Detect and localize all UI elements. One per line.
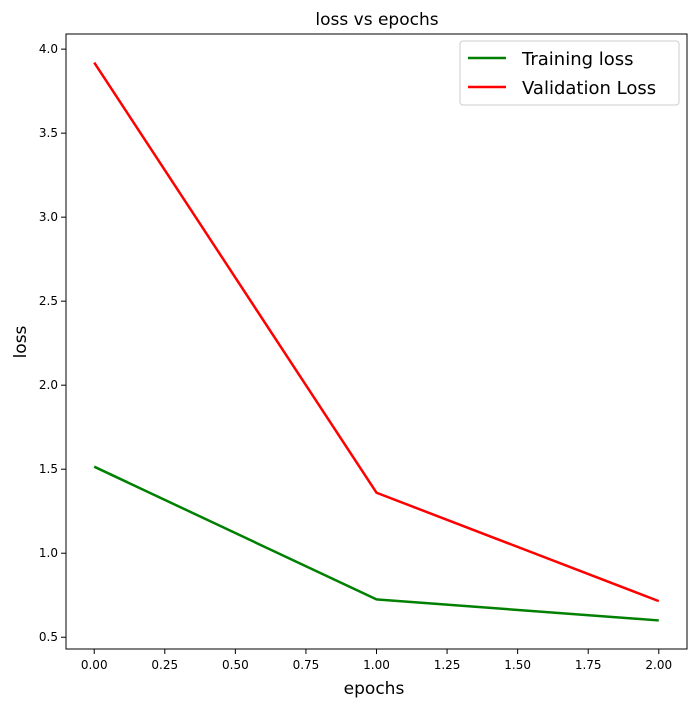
y-tick-label: 2.0: [39, 378, 58, 392]
x-tick-label: 0.25: [151, 658, 178, 672]
x-tick-label: 1.50: [504, 658, 531, 672]
x-tick-label: 0.50: [222, 658, 249, 672]
y-tick-label: 0.5: [39, 630, 58, 644]
x-tick-label: 1.25: [434, 658, 461, 672]
y-tick-label: 1.5: [39, 462, 58, 476]
legend-label-validation-loss: Validation Loss: [522, 78, 656, 99]
x-axis-title: epochs: [344, 679, 405, 699]
y-tick-label: 1.0: [39, 546, 58, 560]
y-tick-label: 2.5: [39, 294, 58, 308]
chart-title: loss vs epochs: [315, 10, 438, 30]
x-tick-label: 0.75: [293, 658, 320, 672]
x-tick-label: 0.00: [81, 658, 108, 672]
x-axis-ticks: 0.00 0.25 0.50 0.75 1.00 1.25 1.50 1.75 2.00: [81, 649, 672, 672]
y-tick-label: 4.0: [39, 42, 58, 56]
x-tick-label: 1.00: [363, 658, 390, 672]
plot-area: [66, 34, 687, 649]
series-layer: [93, 61, 660, 622]
legend-box: [459, 40, 680, 106]
x-tick-label: 1.75: [575, 658, 602, 672]
y-tick-label: 3.5: [39, 126, 58, 140]
y-axis-ticks: 0.5 1.0 1.5 2.0 2.5 3.0 3.5 4.0: [39, 42, 66, 644]
y-tick-label: 3.0: [39, 210, 58, 224]
legend-label-training-loss: Training loss: [521, 49, 634, 70]
y-axis-title: loss: [11, 325, 31, 358]
x-tick-label: 2.00: [645, 658, 672, 672]
legend: Training loss Validation Loss: [459, 40, 680, 106]
